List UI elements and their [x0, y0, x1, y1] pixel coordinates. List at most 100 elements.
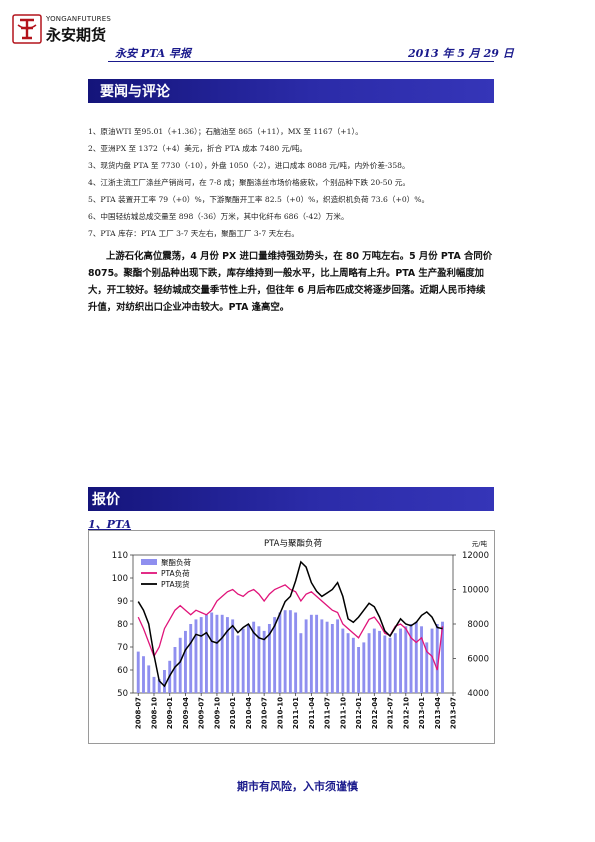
x-tick-label: 2012-07 — [387, 697, 395, 729]
polyester-load-bar — [184, 630, 187, 693]
x-tick-label: 2008-10 — [150, 697, 158, 729]
news-item-1: 1、原油WTI 至95.01（+1.36）；石脑油至 865（+11），MX 至… — [88, 127, 363, 136]
news-item-4: 4、江浙主流工厂涤丝产销尚可，在 7-8 成；聚酯涤丝市场价格疲软，个别品种下跌… — [88, 178, 410, 187]
x-tick-label: 2011-07 — [324, 697, 332, 729]
polyester-load-bar — [315, 614, 319, 693]
polyester-load-bar — [273, 617, 277, 693]
polyester-load-bar — [378, 630, 381, 693]
polyester-load-bar — [189, 624, 193, 693]
x-tick-label: 2012-04 — [371, 697, 379, 729]
report-date: 2013 年 5 月 29 日 — [408, 47, 514, 60]
polyester-load-bar — [435, 624, 439, 693]
polyester-load-bar — [194, 619, 198, 693]
polyester-load-bar — [199, 617, 203, 693]
x-tick-label: 2010-10 — [276, 697, 284, 729]
polyester-load-bar — [362, 642, 366, 693]
logo-seal-icon — [12, 14, 42, 44]
x-tick-label: 2009-07 — [198, 697, 206, 729]
polyester-load-bar — [367, 633, 371, 693]
pta-chart-frame: PTA与聚酯负荷 元/吨 50 60 70 80 90 100 110 4000 6000 800… — [88, 530, 495, 744]
polyester-load-bar — [320, 619, 324, 693]
polyester-load-bar — [330, 624, 334, 693]
polyester-load-bar — [215, 614, 219, 693]
right-tick-label: 6000 — [467, 655, 489, 665]
left-tick-label: 60 — [117, 666, 128, 676]
chart-title: PTA与聚酯负荷 — [264, 538, 322, 549]
polyester-load-bar — [430, 628, 434, 693]
polyester-load-bar — [163, 670, 166, 693]
x-tick-label: 2009-01 — [166, 697, 174, 729]
polyester-load-bar — [288, 610, 292, 693]
polyester-load-bar — [341, 628, 345, 693]
x-tick-label: 2013-07 — [450, 697, 458, 729]
right-axis-unit: 元/吨 — [472, 539, 488, 548]
pta-polyester-chart: PTA与聚酯负荷 元/吨 50 60 70 80 90 100 110 4000 6000 800… — [112, 538, 489, 729]
polyester-load-bar — [441, 621, 444, 693]
polyester-load-bar — [278, 612, 282, 693]
polyester-load-bar — [231, 619, 235, 693]
x-tick-label: 2009-04 — [182, 697, 190, 729]
x-tick-label: 2010-04 — [245, 697, 253, 729]
polyester-load-bar — [420, 626, 423, 693]
polyester-load-bar — [152, 676, 156, 693]
left-tick-label: 90 — [117, 597, 128, 607]
polyester-load-bar — [267, 624, 271, 693]
commentary-paragraph: 上游石化高位震荡，4 月份 PX 进口量维持强劲势头，在 80 万吨左右。5 月… — [88, 251, 493, 313]
polyester-load-bar — [225, 617, 229, 693]
x-tick-label: 2009-10 — [213, 697, 221, 729]
x-tick-label: 2012-01 — [355, 697, 363, 729]
company-logo: YONGANFUTURES 永安期货 — [12, 14, 122, 48]
polyester-load-bar — [425, 642, 429, 693]
polyester-load-bar — [147, 665, 151, 693]
pta-spot-line — [137, 560, 443, 688]
polyester-load-bar — [346, 633, 350, 693]
legend-swatch-polyester — [141, 559, 157, 565]
x-tick-label: 2008-07 — [135, 697, 143, 729]
polyester-load-bar — [383, 635, 387, 693]
left-tick-label: 70 — [117, 643, 128, 653]
polyester-load-bar — [246, 624, 250, 693]
news-item-7: 7、PTA 库存：PTA 工厂 3-7 天左右，聚酯工厂 3-7 天左右。 — [88, 229, 299, 238]
polyester-load-bar — [414, 621, 418, 693]
right-tick-label: 8000 — [467, 620, 489, 630]
pta-subsection-title: 1、PTA — [88, 518, 132, 531]
news-item-2: 2、亚洲PX 至 1372（+4）美元，折合 PTA 成本 7480 元/吨。 — [88, 144, 307, 153]
polyester-load-bar — [325, 621, 329, 693]
right-tick-label: 12000 — [462, 551, 489, 561]
polyester-load-bar — [393, 633, 397, 693]
polyester-load-bar — [388, 637, 392, 693]
news-section-title: 要闻与评论 — [100, 84, 170, 100]
legend-label: PTA现货 — [161, 579, 190, 589]
polyester-load-bar — [236, 635, 240, 693]
polyester-load-bar — [205, 614, 208, 693]
right-tick-label: 4000 — [467, 689, 489, 699]
x-tick-label: 2013-04 — [434, 697, 442, 729]
polyester-load-bar — [220, 614, 224, 693]
left-tick-label: 100 — [112, 574, 128, 584]
polyester-load-bar — [309, 614, 313, 693]
report-title: 永安 PTA 早报 — [115, 47, 192, 60]
right-tick-label: 10000 — [462, 586, 489, 596]
news-item-3: 3、现货内盘 PTA 至 7730（-10），外盘 1050（-2），进口成本 … — [88, 161, 410, 170]
polyester-load-bar — [283, 610, 287, 693]
polyester-load-bar — [142, 656, 145, 693]
left-tick-label: 50 — [117, 689, 128, 699]
logo-chinese-text: 永安期货 — [46, 26, 107, 44]
legend-label: PTA负荷 — [161, 568, 190, 578]
logo-latin-text: YONGANFUTURES — [46, 15, 111, 23]
polyester-load-bar — [136, 651, 140, 693]
x-tick-label: 2010-01 — [229, 697, 237, 729]
polyester-load-bar — [304, 619, 308, 693]
x-tick-label: 2013-01 — [418, 697, 426, 729]
polyester-load-bar — [372, 628, 376, 693]
polyester-load-bar — [294, 612, 298, 693]
polyester-load-bar — [262, 630, 266, 693]
news-item-5: 5、PTA 装置开工率 79（+0）%，下游聚酯开工率 82.5（+0）%，织造… — [88, 195, 430, 204]
polyester-load-bar — [399, 628, 402, 693]
risk-disclaimer: 期市有风险，入市须谨慎 — [237, 780, 358, 793]
news-item-6: 6、中国轻纺城总成交量至 898（-36）万米，其中化纤布 686（-42）万米… — [88, 212, 349, 221]
polyester-load-bar — [357, 647, 361, 693]
polyester-load-bar — [409, 624, 413, 693]
quote-section-title: 报价 — [92, 492, 120, 508]
legend-label: 聚酯负荷 — [161, 557, 191, 567]
